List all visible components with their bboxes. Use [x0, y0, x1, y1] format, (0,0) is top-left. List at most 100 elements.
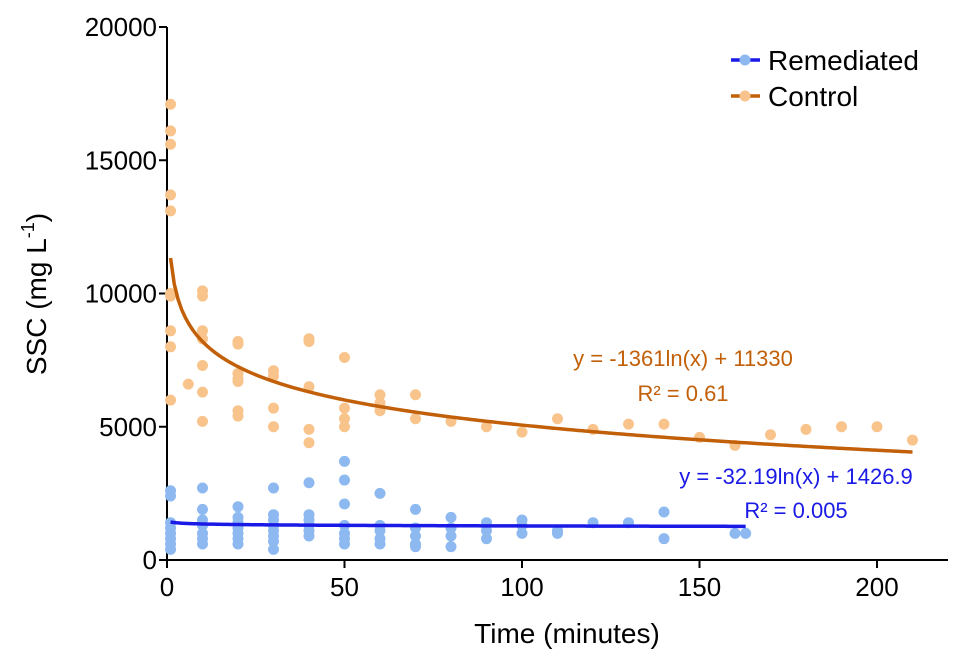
x-tick-label: 100	[500, 572, 543, 602]
remediated-point	[197, 538, 208, 550]
remediated-r2: R² = 0.005	[744, 498, 847, 523]
control-point	[303, 423, 315, 435]
remediated-point	[410, 530, 421, 542]
y-axis-title: SSC (mg L-1)	[18, 213, 52, 375]
remediated-equation: y = -32.19ln(x) + 1426.9	[679, 464, 913, 489]
remediated-point	[339, 538, 350, 550]
control-point	[165, 138, 177, 150]
remediated-point	[410, 503, 421, 515]
control-point	[232, 375, 244, 387]
control-point	[836, 421, 847, 433]
control-point	[197, 359, 208, 371]
remediated-point	[303, 530, 315, 542]
control-point	[182, 378, 194, 390]
legend: Remediated Control	[731, 45, 919, 112]
remediated-point	[268, 543, 279, 555]
remediated-point	[339, 474, 350, 486]
control-point	[165, 394, 177, 406]
legend-control-marker	[739, 90, 751, 102]
control-point	[623, 418, 634, 430]
control-point	[339, 421, 350, 433]
remediated-point	[339, 498, 350, 510]
control-point	[268, 402, 279, 414]
control-point	[481, 421, 492, 433]
remediated-point	[658, 533, 670, 545]
control-point	[339, 413, 350, 425]
control-point	[339, 351, 350, 363]
control-point	[552, 413, 563, 425]
control-point	[197, 386, 208, 398]
x-tick-label: 0	[160, 572, 174, 602]
x-axis-title: Time (minutes)	[474, 618, 660, 649]
remediated-point	[445, 530, 457, 542]
control-point	[339, 402, 350, 414]
legend-remediated-marker	[739, 54, 751, 66]
remediated-point	[445, 541, 457, 553]
remediated-point	[339, 455, 350, 467]
control-point	[232, 338, 244, 350]
control-point	[268, 421, 279, 433]
control-point	[374, 389, 386, 401]
remediated-point	[552, 527, 563, 539]
remediated-point	[197, 482, 208, 494]
remediated-point	[165, 543, 177, 555]
remediated-point	[481, 525, 492, 537]
legend-remediated-label: Remediated	[768, 45, 919, 76]
control-point	[410, 413, 421, 425]
control-point	[165, 98, 177, 110]
control-point	[165, 341, 177, 353]
y-axis-title-main: SSC (mg L	[21, 238, 52, 375]
control-point	[197, 415, 208, 427]
remediated-point	[445, 511, 457, 523]
axes: 0 5000 10000 15000 20000 0 50 100 150 200	[85, 12, 948, 602]
remediated-point	[268, 482, 279, 494]
control-r2: R² = 0.61	[637, 381, 728, 406]
remediated-point	[729, 527, 741, 539]
control-equation: y = -1361ln(x) + 11330	[573, 346, 793, 371]
remediated-point	[303, 477, 315, 489]
control-point	[303, 335, 315, 347]
remediated-point	[232, 538, 244, 550]
control-point	[516, 426, 528, 438]
remediated-point	[374, 487, 386, 499]
y-tick-label: 20000	[85, 12, 157, 42]
remediated-point	[374, 525, 386, 537]
control-point	[165, 205, 177, 217]
remediated-point	[268, 535, 279, 547]
control-point	[871, 421, 883, 433]
control-point	[658, 418, 670, 430]
remediated-point	[740, 527, 752, 539]
control-point	[197, 325, 208, 337]
y-tick-label: 15000	[85, 145, 157, 175]
remediated-trendline	[170, 520, 746, 529]
y-tick-label: 10000	[85, 279, 157, 309]
legend-control-label: Control	[768, 81, 858, 112]
remediated-point	[165, 490, 177, 502]
y-tick-label: 0	[143, 545, 157, 575]
control-point	[197, 290, 208, 302]
remediated-point	[232, 501, 244, 513]
control-point	[232, 410, 244, 422]
control-point	[800, 423, 812, 435]
remediated-point	[197, 503, 208, 515]
control-point	[907, 434, 918, 446]
remediated-point	[658, 506, 670, 518]
remediated-point	[374, 538, 386, 550]
legend-item-control: Control	[731, 81, 858, 112]
control-trendline	[168, 257, 913, 454]
control-point	[303, 437, 315, 449]
y-axis-title-superscript: -1	[18, 222, 38, 238]
control-point	[165, 325, 177, 337]
y-tick-label: 5000	[99, 412, 157, 442]
control-point	[165, 125, 177, 137]
x-tick-label: 50	[330, 572, 359, 602]
legend-item-remediated: Remediated	[731, 45, 919, 76]
remediated-point	[410, 541, 421, 553]
control-point	[765, 429, 776, 441]
remediated-point	[481, 533, 492, 545]
remediated-point	[516, 527, 528, 539]
control-point	[165, 290, 177, 302]
control-point	[165, 189, 177, 201]
y-axis-title-close: )	[21, 213, 52, 222]
